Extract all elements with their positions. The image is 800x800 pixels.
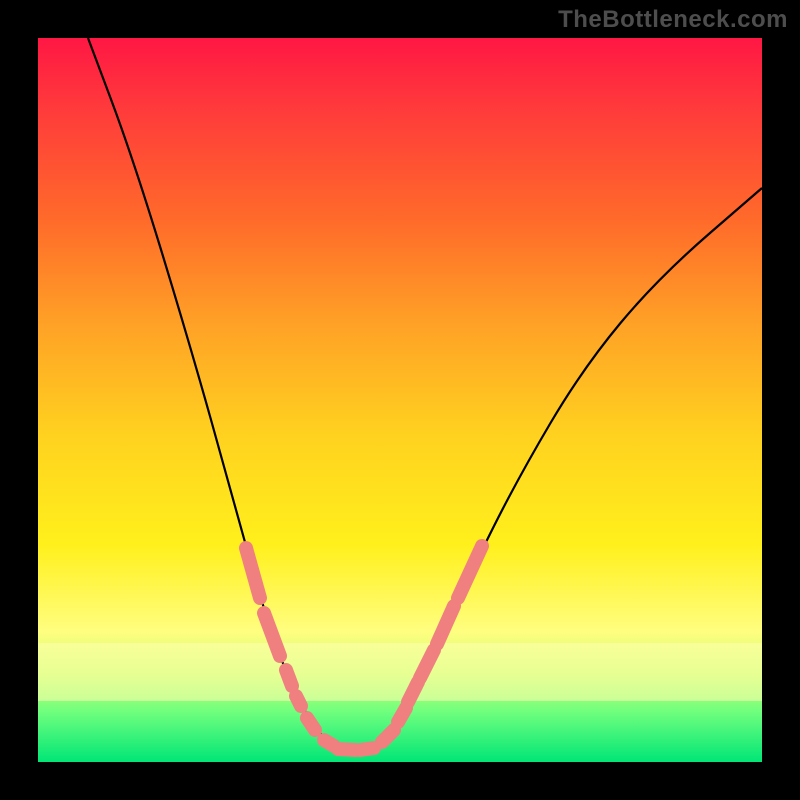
marker-segment [360,748,374,750]
marker-segment [408,682,418,702]
marker-segment [296,696,301,706]
watermark-text: TheBottleneck.com [558,6,788,34]
marker-segment [382,730,394,742]
plot-svg [38,38,762,762]
marker-segment [286,670,292,686]
plot-area [38,38,762,762]
marker-segment [307,718,315,730]
marker-segment [398,708,406,722]
highlight-band [38,643,762,701]
chart-frame: TheBottleneck.com [0,0,800,800]
